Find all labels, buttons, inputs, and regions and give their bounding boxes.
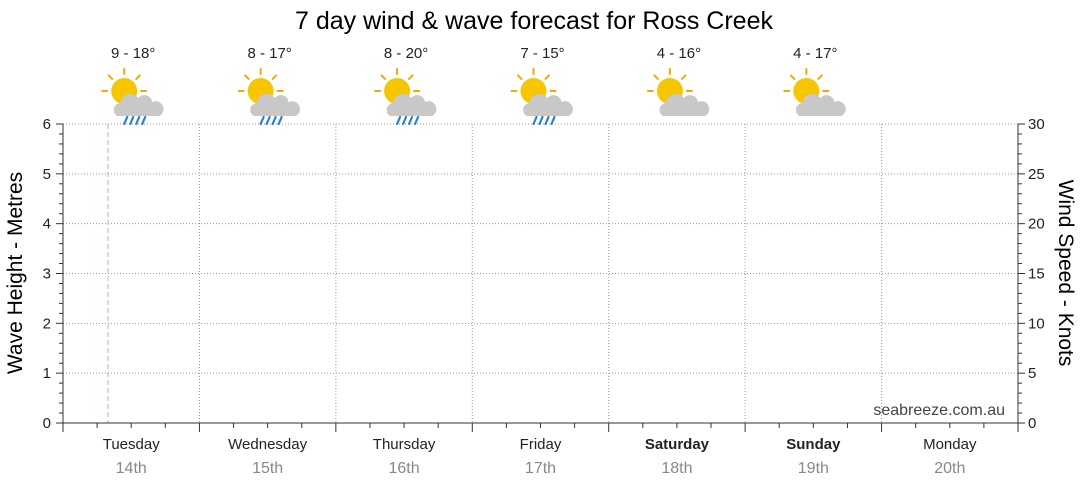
watermark: seabreeze.com.au: [873, 402, 1005, 419]
cloud-shape: [795, 93, 846, 116]
rain-drop: [550, 115, 556, 126]
rain-drop: [277, 115, 283, 126]
cloud-shape: [386, 93, 437, 116]
sun-ray: [544, 74, 551, 80]
rain-drop: [413, 115, 420, 126]
sun-ray: [135, 74, 141, 80]
day-name: Wednesday: [228, 436, 307, 453]
rain-drop: [265, 115, 271, 126]
right-axis-title: Wind Speed - Knots: [1054, 180, 1077, 367]
day-temperature: 4 - 16°: [657, 45, 701, 62]
left-tick-label: 0: [43, 415, 51, 432]
cloud-shape: [523, 93, 573, 116]
day-date: 14th: [116, 460, 147, 477]
sun-cloud-rain-icon: [510, 68, 573, 126]
day-temperature: 4 - 17°: [793, 45, 837, 62]
right-tick-label: 5: [1028, 365, 1036, 382]
right-tick-label: 10: [1028, 315, 1045, 332]
rain-drop: [123, 115, 129, 126]
day-temperature: 8 - 20°: [384, 45, 428, 62]
right-tick-label: 30: [1028, 116, 1045, 133]
right-tick-label: 15: [1028, 266, 1045, 283]
day-date: 16th: [389, 460, 420, 477]
day-date: 18th: [661, 460, 692, 477]
day-date: 19th: [798, 460, 829, 477]
day-name: Friday: [520, 436, 562, 453]
day-date: 17th: [525, 460, 556, 477]
left-tick-label: 6: [43, 116, 51, 133]
right-tick-label: 0: [1028, 415, 1036, 432]
plot-area: [62, 123, 1019, 432]
rain-drop: [135, 115, 141, 126]
right-tick-label: 25: [1028, 166, 1045, 183]
sun-ray: [408, 74, 414, 80]
cloud-shape: [113, 93, 164, 116]
day-columns: Tuesday 14th 9 - 18° Wednesday 15th 8 - 17° Th…: [101, 45, 977, 477]
day-date: 15th: [252, 460, 283, 477]
day-temperature: 9 - 18°: [111, 45, 155, 62]
rain-drop: [129, 115, 135, 126]
sun-cloud-rain-icon: [237, 68, 300, 126]
left-axis: 0 1 2 3 4 5 6: [43, 116, 64, 432]
day-date: 20th: [934, 460, 965, 477]
day-name: Tuesday: [103, 436, 160, 453]
right-tick-label: 20: [1028, 216, 1045, 233]
chart-title: 7 day wind & wave forecast for Ross Cree…: [295, 7, 773, 35]
sun-cloud-rain-icon: [101, 68, 164, 126]
sun-ray: [380, 74, 387, 80]
rain-drop: [401, 115, 408, 126]
left-tick-label: 4: [43, 216, 51, 233]
day-column-thursday: Thursday 16th 8 - 20°: [373, 45, 437, 477]
sun-ray: [817, 74, 823, 80]
day-column-wednesday: Wednesday 15th 8 - 17°: [228, 45, 307, 477]
sun-ray: [244, 74, 250, 80]
rain-drop: [544, 115, 550, 126]
cloud-shape: [250, 93, 300, 116]
sun-ray: [653, 74, 659, 80]
day-column-tuesday: Tuesday 14th 9 - 18°: [101, 45, 164, 477]
right-axis: 0 5 10 15 20 25 30: [1017, 116, 1045, 432]
day-name: Thursday: [373, 436, 436, 453]
sun-cloud-icon: [646, 68, 710, 116]
day-column-sunday: Sunday 19th 4 - 17°: [783, 45, 846, 477]
rain-drop: [395, 115, 402, 126]
day-column-friday: Friday 17th 7 - 15°: [510, 45, 573, 477]
cloud-shape: [659, 93, 710, 116]
left-tick-label: 5: [43, 166, 51, 183]
rain-drop: [532, 115, 538, 126]
day-column-monday: Monday 20th: [923, 436, 977, 477]
rain-drop: [407, 115, 414, 126]
day-name: Monday: [923, 436, 977, 453]
left-tick-label: 1: [43, 365, 51, 382]
rain-drop: [259, 115, 265, 126]
left-tick-label: 2: [43, 315, 51, 332]
day-temperature: 7 - 15°: [520, 45, 564, 62]
left-tick-label: 3: [43, 266, 51, 283]
day-column-saturday: Saturday 18th 4 - 16°: [645, 45, 710, 477]
day-temperature: 8 - 17°: [247, 45, 291, 62]
sun-cloud-rain-icon: [374, 68, 437, 126]
sun-ray: [789, 74, 796, 80]
sun-ray: [107, 74, 114, 80]
day-name: Sunday: [786, 436, 841, 453]
rain-drop: [141, 115, 147, 126]
sun-ray: [271, 74, 278, 80]
sun-cloud-icon: [783, 68, 846, 116]
rain-drop: [271, 115, 277, 126]
rain-drop: [538, 115, 544, 126]
sun-ray: [680, 74, 687, 80]
sun-ray: [516, 74, 523, 80]
left-axis-title: Wave Height - Metres: [4, 172, 27, 374]
day-name: Saturday: [645, 436, 710, 453]
